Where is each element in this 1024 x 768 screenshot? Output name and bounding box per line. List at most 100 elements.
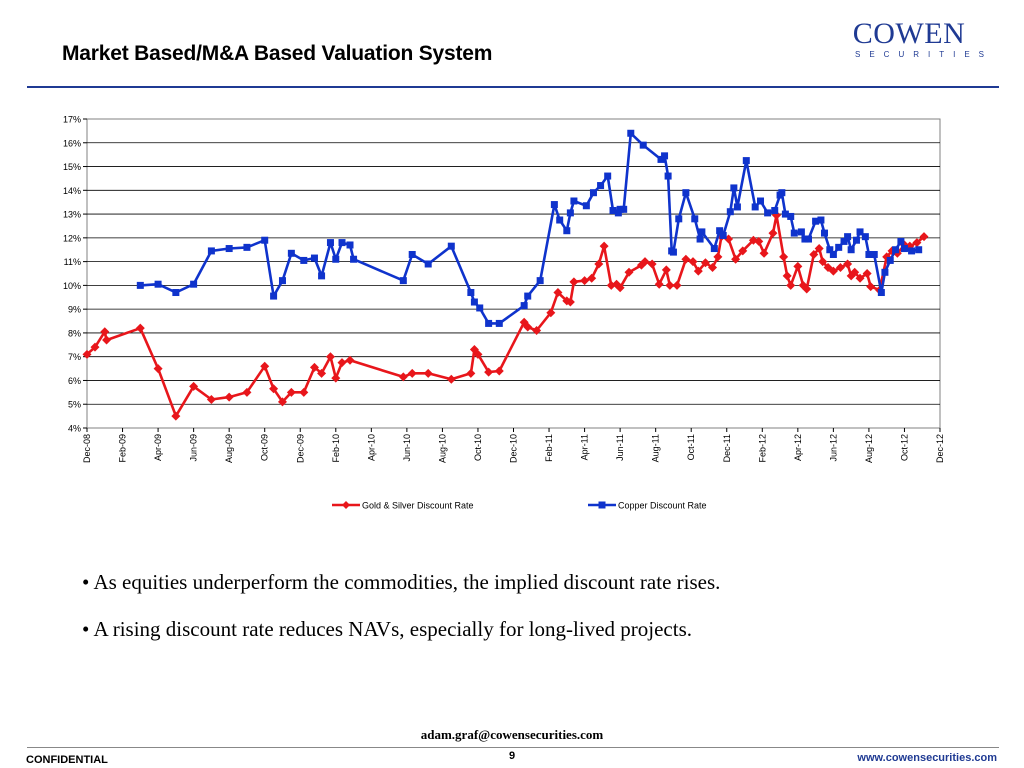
- data-point: [826, 246, 834, 254]
- data-point: [812, 217, 820, 225]
- bullet-text: As equities underperform the commodities…: [93, 570, 721, 594]
- data-point: [580, 276, 590, 286]
- data-point: [779, 252, 789, 262]
- data-point: [100, 327, 110, 337]
- data-point: [614, 209, 622, 217]
- data-point: [801, 235, 809, 243]
- data-point: [604, 172, 612, 180]
- data-point: [570, 197, 578, 205]
- data-point: [171, 411, 181, 421]
- data-point: [346, 241, 354, 249]
- data-point: [793, 261, 803, 271]
- footer-divider: [27, 747, 999, 748]
- data-point: [829, 250, 837, 258]
- data-point: [447, 242, 455, 250]
- data-point: [814, 244, 824, 254]
- data-point: [742, 157, 750, 165]
- data-point: [866, 282, 876, 292]
- header-divider: [27, 86, 999, 88]
- data-point: [310, 254, 318, 262]
- data-point: [757, 197, 765, 205]
- data-point: [278, 277, 286, 285]
- data-point: [523, 322, 533, 332]
- data-point: [730, 184, 738, 192]
- data-point: [206, 394, 216, 404]
- data-point: [710, 245, 718, 253]
- bullet-item: • As equities underperform the commoditi…: [82, 570, 720, 595]
- plot-area: [86, 118, 941, 429]
- data-point: [309, 362, 319, 372]
- data-point: [599, 241, 609, 251]
- data-point: [135, 323, 145, 333]
- data-point: [300, 256, 308, 264]
- data-point: [532, 326, 542, 336]
- x-tick-label: Feb-09: [118, 434, 128, 463]
- y-tick-label: 13%: [63, 210, 81, 220]
- data-point: [862, 269, 872, 278]
- data-point: [847, 246, 855, 254]
- data-point: [719, 231, 727, 239]
- data-point: [852, 236, 860, 244]
- slide-title: Market Based/M&A Based Valuation System: [62, 42, 493, 65]
- data-point: [136, 281, 144, 289]
- data-point: [696, 235, 704, 243]
- data-point: [654, 279, 664, 289]
- y-tick-label: 17%: [63, 115, 81, 125]
- data-point: [738, 246, 748, 256]
- data-point: [764, 209, 772, 217]
- data-point: [688, 257, 698, 267]
- data-point: [102, 335, 112, 345]
- data-point: [270, 292, 278, 300]
- data-point: [582, 202, 590, 210]
- data-point: [299, 387, 309, 397]
- data-point: [261, 236, 269, 244]
- y-tick-label: 6%: [68, 376, 81, 386]
- data-point: [90, 342, 100, 352]
- website-link[interactable]: www.cowensecurities.com: [857, 752, 997, 764]
- x-tick-label: Feb-10: [331, 434, 341, 463]
- data-point: [172, 289, 180, 297]
- y-tick-label: 11%: [64, 257, 81, 267]
- data-point: [350, 255, 358, 263]
- x-tick-label: Oct-12: [899, 434, 909, 461]
- data-point: [225, 245, 233, 253]
- x-tick-label: Feb-11: [544, 434, 554, 462]
- data-point: [771, 207, 779, 215]
- data-point: [787, 212, 795, 220]
- x-tick-label: Aug-12: [864, 434, 874, 463]
- x-tick-label: Feb-12: [757, 434, 767, 463]
- y-tick-label: 9%: [68, 305, 81, 315]
- data-point: [804, 235, 812, 243]
- data-point: [153, 364, 163, 374]
- data-point: [640, 257, 650, 267]
- data-point: [494, 366, 504, 376]
- data-point: [553, 288, 563, 298]
- data-point: [550, 201, 558, 209]
- data-point: [587, 273, 597, 283]
- data-point: [865, 250, 873, 258]
- bullet-dot: •: [82, 570, 90, 594]
- cowen-logo: COWEN SECURITIES: [846, 18, 984, 60]
- data-point: [398, 372, 408, 382]
- contact-email: adam.graf@cowensecurities.com: [420, 727, 604, 742]
- x-tick-label: Jun-11: [615, 434, 625, 461]
- data-point: [485, 319, 493, 327]
- data-point: [338, 239, 346, 247]
- data-point: [817, 216, 825, 224]
- data-point: [473, 349, 483, 359]
- data-point: [470, 298, 478, 306]
- page-number: 9: [508, 750, 516, 762]
- legend-marker: [598, 501, 606, 509]
- y-tick-label: 4%: [68, 424, 81, 434]
- data-point: [260, 361, 270, 371]
- data-point: [840, 237, 848, 245]
- x-tick-label: Oct-10: [473, 434, 483, 461]
- data-point: [919, 232, 929, 242]
- discount-rate-chart: 4% 5% 6% 7% 8% 9% 10% 11% 12% 13% 14% 15% 16% 17% Dec-…: [63, 115, 945, 511]
- data-point: [524, 292, 532, 300]
- data-point: [912, 238, 922, 248]
- data-point: [908, 247, 916, 255]
- data-point: [331, 373, 341, 383]
- data-point: [886, 256, 894, 264]
- data-point: [733, 203, 741, 211]
